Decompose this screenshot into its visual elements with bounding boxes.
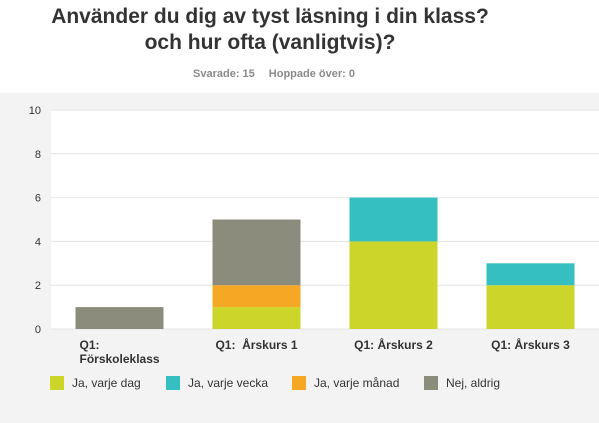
bar-segment-4 bbox=[75, 307, 164, 329]
chart-title-line-1: Använder du dig av tyst läsning i din kl… bbox=[51, 5, 489, 28]
y-tick-label: 0 bbox=[35, 324, 41, 336]
y-tick-label: 10 bbox=[29, 105, 41, 117]
response-stats: Svarade: 15 Hoppade över: 0 bbox=[0, 68, 548, 80]
chart-title: Använder du dig av tyst läsning i din kl… bbox=[0, 4, 540, 56]
chart-title-line-2: och hur ofta (vanligtvis)? bbox=[144, 31, 396, 54]
bar-segment-3 bbox=[212, 285, 301, 308]
legend-swatch bbox=[424, 376, 438, 390]
legend-item: Ja, varje månad bbox=[292, 376, 399, 390]
legend-label: Ja, varje dag bbox=[72, 376, 141, 390]
legend-item: Ja, varje dag bbox=[50, 376, 141, 390]
bar-segment-2 bbox=[349, 197, 438, 242]
legend-label: Nej, aldrig bbox=[446, 376, 501, 390]
bar-segment-4 bbox=[212, 219, 301, 286]
stacked-bar-chart: 0 2 4 6 8 10 Q1: Förskoleklass Q1: Årskurs 1 Q1: … bbox=[29, 105, 599, 366]
bar-segment-1 bbox=[349, 241, 438, 329]
legend-item: Ja, varje vecka bbox=[166, 376, 268, 390]
x-category-label: Q1: Årskurs 1 bbox=[215, 337, 297, 352]
legend-swatch bbox=[292, 376, 306, 390]
x-category-label: Q1: Årskurs 3 bbox=[491, 337, 570, 352]
bar-segment-1 bbox=[212, 307, 301, 329]
y-tick-label: 6 bbox=[35, 193, 41, 205]
answered-count: Svarade: 15 bbox=[193, 68, 255, 80]
x-category-label: Q1: Årskurs 2 bbox=[354, 337, 433, 352]
bar-segment-2 bbox=[486, 263, 575, 286]
skipped-count: Hoppade över: 0 bbox=[268, 68, 355, 80]
legend-label: Ja, varje vecka bbox=[188, 376, 269, 390]
x-category-label: Q1: Förskoleklass bbox=[80, 338, 160, 366]
y-tick-label: 8 bbox=[35, 149, 41, 161]
bar-segment-1 bbox=[486, 285, 575, 329]
legend-item: Nej, aldrig bbox=[424, 376, 500, 390]
legend-label: Ja, varje månad bbox=[314, 376, 400, 390]
y-tick-label: 4 bbox=[35, 236, 41, 248]
legend-swatch bbox=[166, 376, 180, 390]
y-tick-label: 2 bbox=[35, 280, 41, 292]
legend-swatch bbox=[50, 376, 64, 390]
